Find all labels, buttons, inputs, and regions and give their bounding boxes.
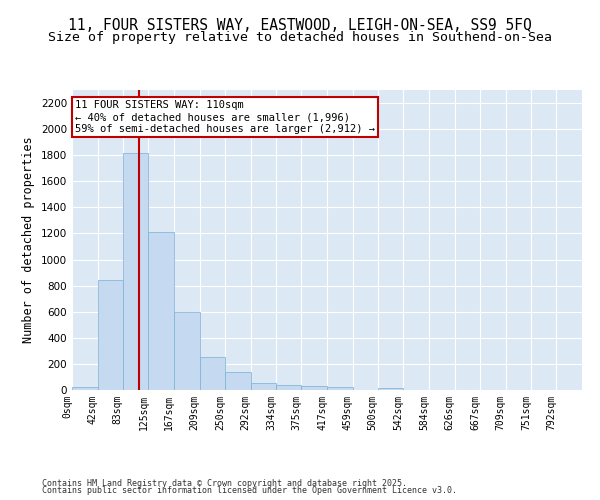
Bar bbox=[378, 388, 403, 390]
Bar bbox=[174, 312, 200, 390]
Text: Size of property relative to detached houses in Southend-on-Sea: Size of property relative to detached ho… bbox=[48, 31, 552, 44]
Bar bbox=[200, 356, 225, 390]
Bar bbox=[148, 232, 174, 390]
Text: Contains HM Land Registry data © Crown copyright and database right 2025.: Contains HM Land Registry data © Crown c… bbox=[42, 478, 407, 488]
Bar bbox=[301, 386, 327, 390]
Bar bbox=[251, 384, 276, 390]
Bar bbox=[123, 152, 148, 390]
Bar bbox=[98, 280, 123, 390]
Bar bbox=[72, 386, 98, 390]
Text: 11 FOUR SISTERS WAY: 110sqm
← 40% of detached houses are smaller (1,996)
59% of : 11 FOUR SISTERS WAY: 110sqm ← 40% of det… bbox=[75, 100, 375, 134]
Bar bbox=[276, 386, 301, 390]
Y-axis label: Number of detached properties: Number of detached properties bbox=[22, 136, 35, 344]
Bar bbox=[225, 372, 251, 390]
Text: Contains public sector information licensed under the Open Government Licence v3: Contains public sector information licen… bbox=[42, 486, 457, 495]
Bar bbox=[327, 386, 353, 390]
Text: 11, FOUR SISTERS WAY, EASTWOOD, LEIGH-ON-SEA, SS9 5FQ: 11, FOUR SISTERS WAY, EASTWOOD, LEIGH-ON… bbox=[68, 18, 532, 32]
